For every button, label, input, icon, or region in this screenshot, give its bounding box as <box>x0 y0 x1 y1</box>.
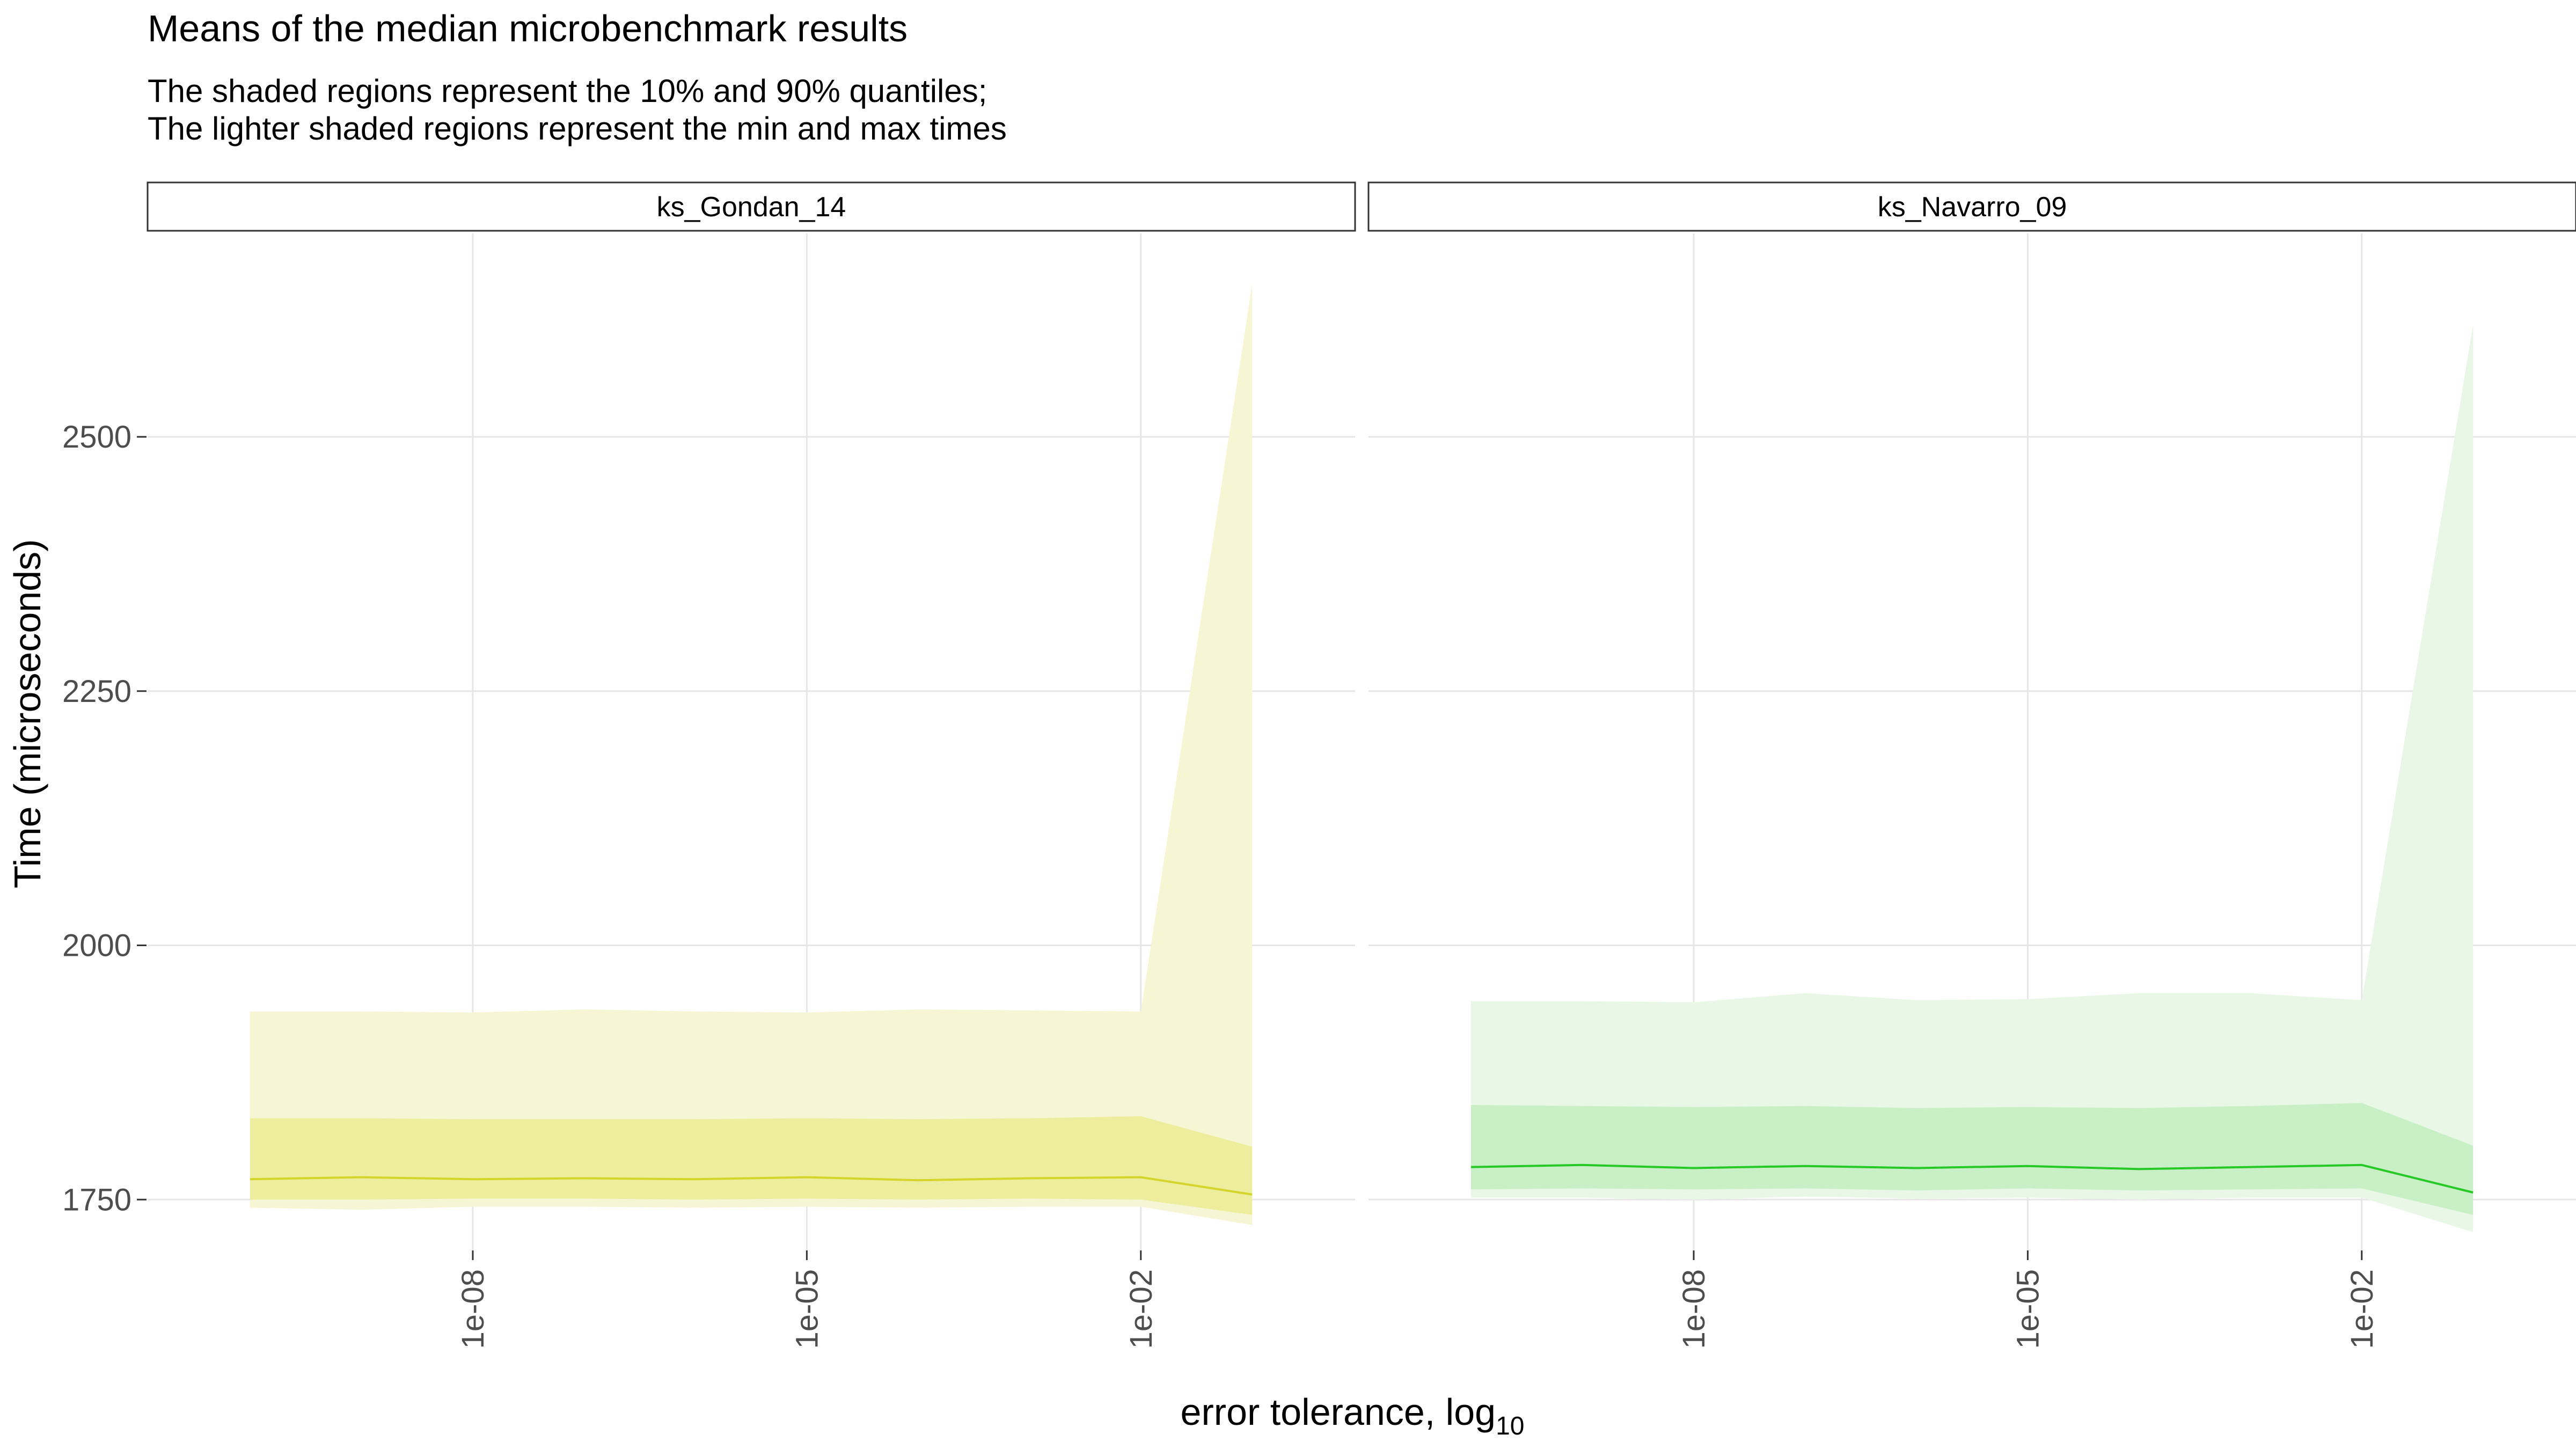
x-tick-label: 1e-08 <box>456 1269 491 1349</box>
y-tick-label: 2000 <box>62 928 131 963</box>
facet-strip <box>147 181 1356 232</box>
facet-panel-0: ks_Gondan_14 1e-08 1e-05 1e-02 <box>147 181 1356 1349</box>
x-axis-title-text: error tolerance, log <box>1181 1391 1496 1433</box>
x-axis-title-subscript: 10 <box>1496 1412 1524 1440</box>
min-max-band <box>1471 325 2473 1232</box>
y-tick-label: 1750 <box>62 1182 131 1217</box>
chart-subtitle-line-2: The lighter shaded regions represent the… <box>148 111 1007 147</box>
quantile-band <box>250 1116 1253 1215</box>
min-max-band <box>250 284 1253 1225</box>
y-tick-label: 2250 <box>62 674 131 709</box>
x-tick-label: 1e-05 <box>2010 1269 2045 1349</box>
y-tick-label: 2500 <box>62 420 131 455</box>
y-axis: 1750 2000 2250 2500 <box>62 420 147 1217</box>
chart-title: Means of the median microbenchmark resul… <box>148 8 908 49</box>
mean-line <box>1470 1163 2473 1194</box>
quantile-band <box>1471 1103 2473 1215</box>
x-tick-label: 1e-05 <box>789 1269 824 1349</box>
x-tick-label: 1e-02 <box>2345 1269 2380 1349</box>
facet-strip-label: ks_Gondan_14 <box>657 192 846 223</box>
chart-subtitle-line-1: The shaded regions represent the 10% and… <box>148 73 987 109</box>
x-tick-label: 1e-02 <box>1124 1269 1159 1349</box>
facet-panel-1: ks_Navarro_09 1e-08 1e-05 1e-02 <box>1367 181 2576 1349</box>
facet-strip-label: ks_Navarro_09 <box>1878 192 2067 223</box>
x-tick-label: 1e-08 <box>1677 1269 1711 1349</box>
y-axis-title: Time (microseconds) <box>6 539 48 889</box>
facet-strip <box>1367 181 2576 232</box>
mean-line <box>250 1176 1253 1196</box>
x-axis-title: error tolerance, log10 <box>1181 1391 1525 1440</box>
